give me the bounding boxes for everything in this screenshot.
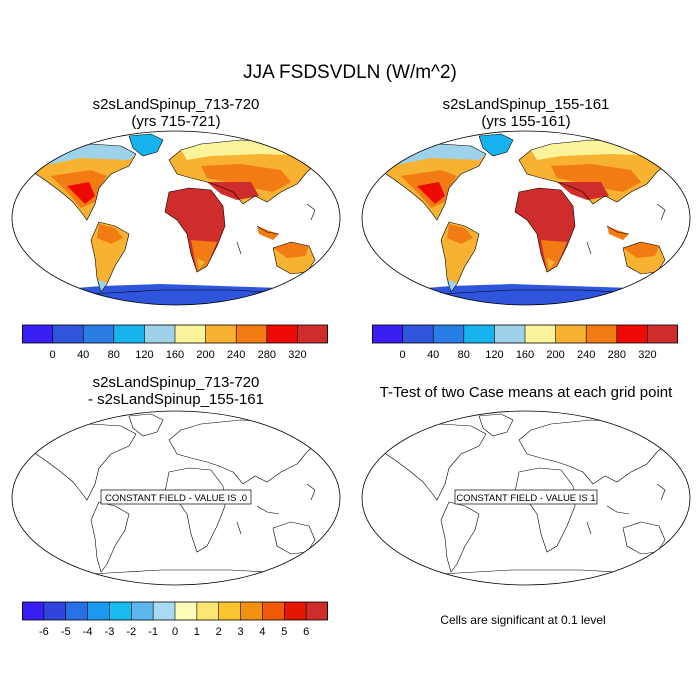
panel-3-title: s2sLandSpinup_713-720 - s2sLandSpinup_15…: [11, 374, 341, 408]
panel-1-map: [11, 130, 341, 306]
colorbar-swatch: [555, 325, 587, 343]
panel-2-title: s2sLandSpinup_155-161 (yrs 155-161): [361, 96, 691, 130]
panel-3-map: CONSTANT FIELD - VALUE IS .0: [11, 410, 341, 586]
colorbar-tick-label: 120: [135, 349, 153, 361]
colorbar-swatch: [205, 325, 237, 343]
colorbar-swatch: [616, 325, 648, 343]
panel-1-title-line1: s2sLandSpinup_713-720: [92, 96, 260, 113]
colorbar-tick-label: -6: [39, 626, 49, 638]
colorbar-diff: -6 -5 -4 -3 -2 -1 0 1 2 3 4 5 6: [22, 601, 328, 641]
colorbar-swatch: [236, 325, 268, 343]
constant-field-label: CONSTANT FIELD - VALUE IS .0: [105, 493, 247, 504]
colorbar-tick-label: 2: [216, 626, 222, 638]
colorbar-swatch: [52, 325, 84, 343]
colorbar-tick-label: -2: [126, 626, 136, 638]
colorbar-swatch: [262, 602, 285, 620]
colorbar-swatch: [463, 325, 495, 343]
constant-field-box: [454, 489, 598, 505]
colorbar-tick-label: 240: [577, 349, 595, 361]
colorbar-tick-label: 3: [238, 626, 244, 638]
colorbar-tick-label: 6: [303, 626, 309, 638]
colorbar-tick-label: -5: [61, 626, 71, 638]
colorbar-tick-label: -1: [148, 626, 158, 638]
colorbar-swatch: [647, 325, 678, 343]
colorbar-swatch: [196, 602, 220, 620]
colorbar-tick-label: 0: [400, 349, 406, 361]
colorbar-swatch: [22, 325, 53, 343]
colorbar-swatch: [144, 325, 176, 343]
colorbar-tick-label: 120: [485, 349, 503, 361]
colorbar-tick-label: 40: [427, 349, 439, 361]
colorbar-swatch: [175, 602, 198, 620]
colorbar-tick-label: 160: [516, 349, 534, 361]
colorbar-tick-label: 200: [196, 349, 214, 361]
constant-field-label: CONSTANT FIELD - VALUE IS 1: [456, 493, 595, 504]
colorbar-swatch: [284, 602, 307, 620]
panel-2-title-line1: s2sLandSpinup_155-161: [442, 96, 610, 113]
colorbar-swatch: [131, 602, 154, 620]
panel-1-title: s2sLandSpinup_713-720 (yrs 715-721): [11, 96, 341, 130]
colorbar-frame: [22, 601, 328, 621]
colorbar-tick-label: -4: [83, 626, 93, 638]
colorbar-tick-label: 160: [166, 349, 184, 361]
main-title: JJA FSDSVDLN (W/m^2): [243, 62, 457, 83]
colorbar-swatch: [494, 325, 526, 343]
panel-3-title-line1: s2sLandSpinup_713-720: [92, 374, 260, 391]
panel-2-title-line2: (yrs 155-161): [481, 113, 571, 130]
colorbar-top-left: 0 40 80 120 160 200 240 280 320: [22, 324, 328, 364]
colorbar-swatch: [297, 325, 328, 343]
colorbar-tick-label: 0: [172, 626, 178, 638]
colorbar-swatch: [65, 602, 88, 620]
colorbar-tick-label: 40: [77, 349, 89, 361]
colorbar-swatch: [22, 602, 45, 620]
colorbar-swatch: [109, 602, 132, 620]
colorbar-swatch: [153, 602, 176, 620]
colorbar-tick-label: 280: [258, 349, 276, 361]
panel-4-title: T-Test of two Case means at each grid po…: [361, 384, 691, 401]
colorbar-swatch: [266, 325, 298, 343]
colorbar-swatch: [218, 602, 241, 620]
panel-1-title-line2: (yrs 715-721): [131, 113, 221, 130]
colorbar-swatch: [586, 325, 618, 343]
panel-2-map: [361, 130, 691, 306]
panel-4-title-line1: T-Test of two Case means at each grid po…: [379, 384, 673, 401]
colorbar-swatch: [372, 325, 403, 343]
colorbar-swatch: [43, 602, 67, 620]
colorbar-swatch: [175, 325, 206, 343]
colorbar-tick-label: 5: [281, 626, 287, 638]
panel-4-map: CONSTANT FIELD - VALUE IS 1: [361, 410, 691, 586]
constant-field-box: [100, 489, 252, 505]
colorbar-frame: [372, 324, 678, 344]
colorbar-swatch: [83, 325, 115, 343]
colorbar-swatch: [87, 602, 110, 620]
significance-note: Cells are significant at 0.1 level: [440, 613, 606, 627]
colorbar-tick-label: 280: [608, 349, 626, 361]
colorbar-frame: [22, 324, 328, 344]
panel-3-title-line2: - s2sLandSpinup_155-161: [88, 391, 264, 408]
colorbar-tick-label: 80: [108, 349, 120, 361]
colorbar-top-right: 0 40 80 120 160 200 240 280 320: [372, 324, 678, 364]
colorbar-swatch: [402, 325, 434, 343]
colorbar-tick-label: 200: [546, 349, 564, 361]
colorbar-swatch: [240, 602, 263, 620]
colorbar-tick-label: 320: [638, 349, 656, 361]
colorbar-swatch: [113, 325, 145, 343]
colorbar-swatch: [433, 325, 465, 343]
colorbar-swatch: [306, 602, 328, 620]
colorbar-tick-label: 1: [194, 626, 200, 638]
colorbar-tick-label: -3: [105, 626, 115, 638]
colorbar-swatch: [525, 325, 556, 343]
colorbar-tick-label: 0: [50, 349, 56, 361]
colorbar-tick-label: 80: [458, 349, 470, 361]
colorbar-tick-label: 240: [227, 349, 245, 361]
colorbar-tick-label: 4: [259, 626, 265, 638]
colorbar-tick-label: 320: [288, 349, 306, 361]
